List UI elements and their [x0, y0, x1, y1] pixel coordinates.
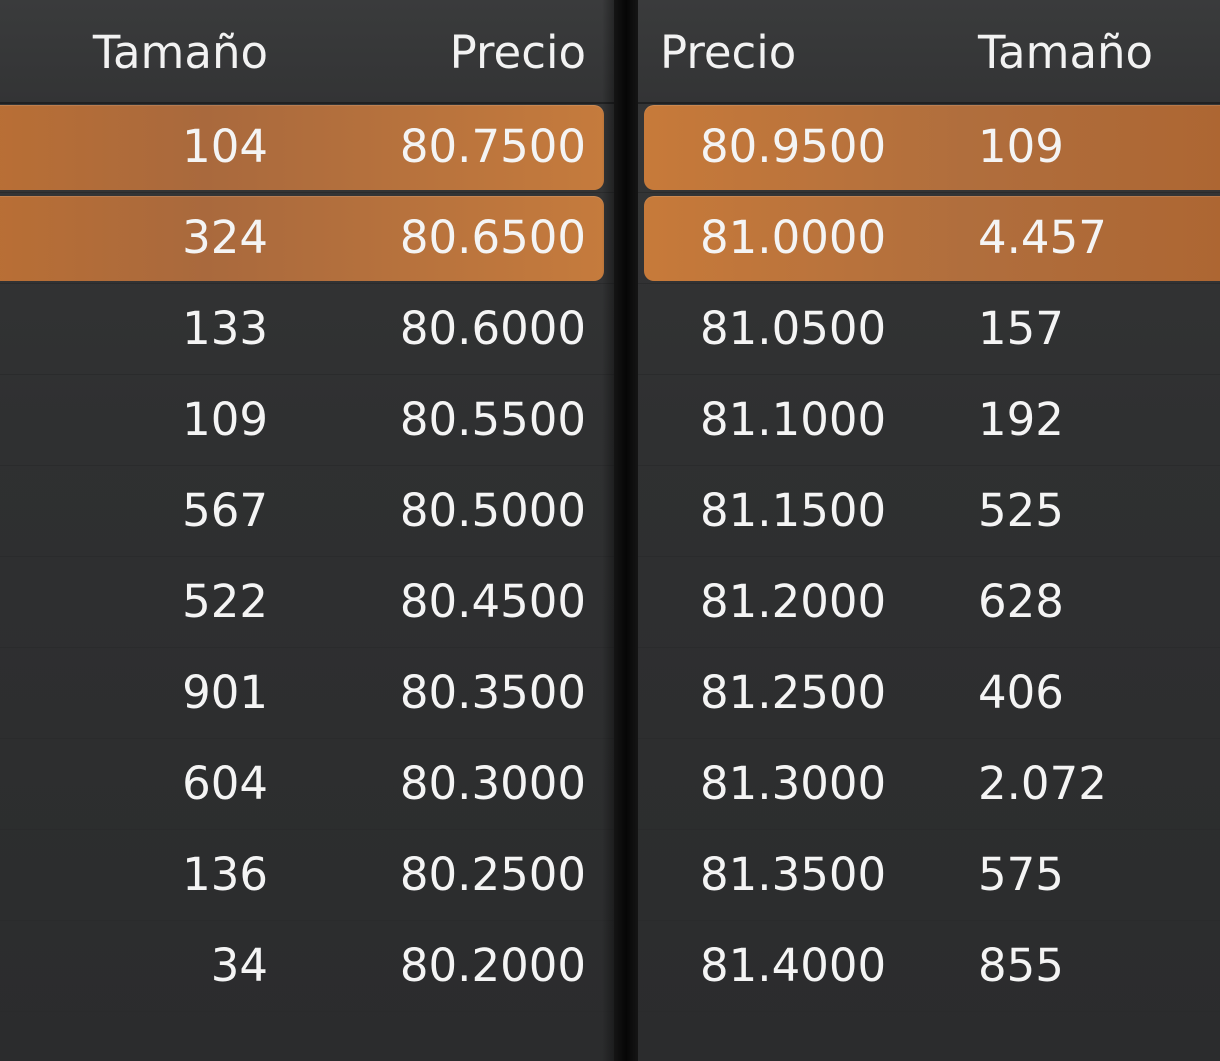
bid-row[interactable]: 34 80.2000 — [0, 921, 614, 1012]
ask-size-cell: 157 — [978, 302, 1064, 355]
ask-price-cell: 81.3500 — [700, 848, 887, 901]
bid-row[interactable]: 133 80.6000 — [0, 284, 614, 375]
bid-price-cell: 80.5000 — [399, 484, 586, 537]
row-highlight — [0, 196, 604, 281]
ask-rows-list: 109 80.9500 4.457 81.0000 157 81.0500 192 81.10… — [638, 102, 1220, 1012]
ask-row[interactable]: 628 81.2000 — [638, 557, 1220, 648]
ask-size-cell: 628 — [978, 575, 1064, 628]
bid-price-cell: 80.3000 — [399, 757, 586, 810]
bid-price-cell: 80.6000 — [399, 302, 586, 355]
ask-row[interactable]: 157 81.0500 — [638, 284, 1220, 375]
ask-price-cell: 81.2500 — [700, 666, 887, 719]
ask-price-cell: 81.0500 — [700, 302, 887, 355]
ask-price-column-header[interactable]: Precio — [660, 26, 797, 79]
bid-price-cell: 80.3500 — [399, 666, 586, 719]
ask-row[interactable]: 2.072 81.3000 — [638, 739, 1220, 830]
bid-price-cell: 80.5500 — [399, 393, 586, 446]
bid-book-panel: Tamaño Precio 104 80.7500 324 80.6500 133 80.… — [0, 0, 614, 1061]
bid-size-cell: 104 — [182, 120, 268, 173]
bid-price-cell: 80.6500 — [399, 211, 586, 264]
ask-book-panel: Precio Tamaño 109 80.9500 4.457 81.0000 157 8… — [638, 0, 1220, 1061]
ask-row[interactable]: 406 81.2500 — [638, 648, 1220, 739]
bid-price-cell: 80.7500 — [399, 120, 586, 173]
ask-size-cell: 4.457 — [978, 211, 1107, 264]
row-highlight — [644, 196, 1220, 281]
bid-row[interactable]: 136 80.2500 — [0, 830, 614, 921]
bid-size-cell: 136 — [182, 848, 268, 901]
ask-price-cell: 81.3000 — [700, 757, 887, 810]
bid-row[interactable]: 104 80.7500 — [0, 102, 614, 193]
ask-row[interactable]: 525 81.1500 — [638, 466, 1220, 557]
ask-size-cell: 109 — [978, 120, 1064, 173]
bid-size-cell: 901 — [182, 666, 268, 719]
ask-row[interactable]: 855 81.4000 — [638, 921, 1220, 1012]
bid-row[interactable]: 604 80.3000 — [0, 739, 614, 830]
bid-row[interactable]: 522 80.4500 — [0, 557, 614, 648]
bid-rows-list: 104 80.7500 324 80.6500 133 80.6000 109 80.5500… — [0, 102, 614, 1012]
panel-divider — [614, 0, 638, 1061]
bid-header-row: Tamaño Precio — [0, 0, 614, 104]
bid-size-cell: 604 — [182, 757, 268, 810]
ask-price-cell: 81.1000 — [700, 393, 887, 446]
bid-size-cell: 133 — [182, 302, 268, 355]
ask-size-cell: 575 — [978, 848, 1064, 901]
ask-size-cell: 2.072 — [978, 757, 1107, 810]
ask-price-cell: 81.4000 — [700, 939, 887, 992]
bid-size-column-header[interactable]: Tamaño — [92, 26, 268, 79]
bid-size-cell: 324 — [182, 211, 268, 264]
bid-row[interactable]: 109 80.5500 — [0, 375, 614, 466]
ask-price-cell: 81.2000 — [700, 575, 887, 628]
bid-price-column-header[interactable]: Precio — [449, 26, 586, 79]
ask-row[interactable]: 109 80.9500 — [638, 102, 1220, 193]
ask-row[interactable]: 192 81.1000 — [638, 375, 1220, 466]
row-highlight — [0, 105, 604, 190]
ask-row[interactable]: 575 81.3500 — [638, 830, 1220, 921]
ask-size-cell: 406 — [978, 666, 1064, 719]
bid-row[interactable]: 901 80.3500 — [0, 648, 614, 739]
bid-price-cell: 80.4500 — [399, 575, 586, 628]
bid-price-cell: 80.2000 — [399, 939, 586, 992]
bid-row[interactable]: 567 80.5000 — [0, 466, 614, 557]
ask-size-cell: 855 — [978, 939, 1064, 992]
bid-price-cell: 80.2500 — [399, 848, 586, 901]
ask-size-cell: 192 — [978, 393, 1064, 446]
row-highlight — [644, 105, 1220, 190]
bid-size-cell: 522 — [182, 575, 268, 628]
ask-price-cell: 81.0000 — [700, 211, 887, 264]
bid-size-cell: 109 — [182, 393, 268, 446]
ask-size-cell: 525 — [978, 484, 1064, 537]
ask-price-cell: 81.1500 — [700, 484, 887, 537]
bid-size-cell: 567 — [182, 484, 268, 537]
ask-price-cell: 80.9500 — [700, 120, 887, 173]
bid-size-cell: 34 — [210, 939, 268, 992]
ask-size-column-header[interactable]: Tamaño — [978, 26, 1154, 79]
bid-row[interactable]: 324 80.6500 — [0, 193, 614, 284]
ask-row[interactable]: 4.457 81.0000 — [638, 193, 1220, 284]
ask-header-row: Precio Tamaño — [638, 0, 1220, 104]
